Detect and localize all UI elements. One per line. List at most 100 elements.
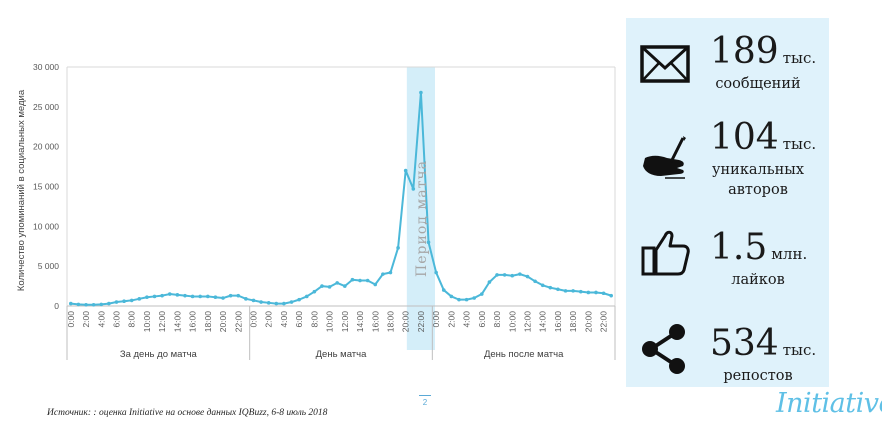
data-point (312, 289, 317, 294)
stats-panel: 189 тыс. сообщений 104 тыс. уникальных авт… (626, 18, 829, 387)
x-tick-label: 6:00 (294, 311, 304, 328)
data-point (228, 293, 233, 298)
x-tick-label: 12:00 (340, 311, 350, 333)
data-point (107, 301, 111, 306)
day-group-label: День матча (316, 349, 367, 360)
x-tick-label: 6:00 (111, 311, 121, 328)
data-point (495, 273, 499, 277)
stat-authors-number: 104 (710, 117, 779, 158)
data-point (335, 281, 339, 285)
data-point (244, 297, 248, 301)
y-tick-label: 30 000 (33, 62, 59, 72)
data-point (289, 300, 294, 304)
stat-messages-desc: сообщений (710, 74, 806, 94)
x-tick-label: 16:00 (553, 311, 563, 333)
stat-reposts-value: 534 тыс. (710, 324, 816, 364)
x-axis-day-groups: За день до матча День матча День после мат… (66, 306, 616, 360)
match-period-label: Период матча (414, 160, 430, 277)
x-tick-label: 18:00 (568, 311, 578, 333)
x-tick-label: 12:00 (522, 311, 532, 333)
data-point (396, 246, 400, 250)
share-icon (642, 324, 685, 374)
data-point (99, 302, 104, 307)
x-tick-label: 2:00 (81, 311, 91, 328)
x-tick-label: 4:00 (279, 311, 289, 328)
x-tick-label: 22:00 (416, 311, 426, 333)
x-tick-label: 20:00 (583, 311, 593, 333)
x-tick-label: 6:00 (477, 311, 487, 328)
y-tick-label: 5 000 (38, 261, 60, 271)
x-tick-label: 14:00 (172, 311, 182, 333)
x-tick-label: 0:00 (431, 311, 441, 328)
x-tick-label: 4:00 (96, 311, 106, 328)
data-point (419, 90, 423, 95)
envelope-icon (640, 45, 690, 83)
data-point (594, 290, 598, 295)
data-point (502, 273, 507, 277)
data-point (137, 297, 142, 301)
data-point (320, 284, 324, 288)
data-point (297, 297, 301, 302)
data-point (388, 270, 393, 275)
stat-messages-value: 189 тыс. (710, 32, 816, 72)
data-point (556, 287, 560, 292)
x-tick-label: 22:00 (599, 311, 609, 333)
stat-messages: 189 тыс. сообщений (626, 32, 829, 122)
data-point (175, 293, 180, 297)
x-tick-label: 18:00 (203, 311, 213, 333)
data-point (206, 294, 210, 299)
y-tick-label: 20 000 (33, 142, 59, 152)
data-point (586, 290, 591, 295)
data-point (434, 270, 438, 275)
y-tick-label: 10 000 (33, 221, 59, 231)
x-tick-label: 14:00 (538, 311, 548, 333)
stat-reposts-desc-line: репостов (723, 368, 793, 384)
data-point (601, 291, 606, 296)
x-tick-label: 22:00 (233, 311, 243, 333)
x-tick-label: 18:00 (385, 311, 395, 333)
data-point (145, 295, 149, 300)
x-tick-label: 16:00 (188, 311, 198, 333)
data-point (518, 272, 522, 276)
data-point (472, 296, 476, 300)
x-tick-label: 8:00 (492, 311, 502, 328)
mentions-line-chart: 0 5 000 10 000 15 000 20 000 25 000 30 000 Кол… (16, 62, 616, 360)
x-tick-label: 8:00 (309, 311, 319, 328)
data-point (160, 293, 164, 298)
data-point (457, 297, 461, 302)
data-point (129, 298, 134, 303)
x-tick-label: 14:00 (355, 311, 365, 333)
data-point (236, 293, 241, 298)
data-point (480, 292, 484, 296)
stat-reposts-desc: репостов (710, 366, 806, 386)
data-point (91, 303, 96, 307)
match-period-highlight (406, 67, 435, 350)
thumbs-up-icon (641, 230, 690, 276)
data-point (282, 301, 286, 306)
data-point (525, 274, 530, 279)
x-tick-label: 10:00 (325, 311, 335, 333)
data-point (152, 294, 157, 299)
data-point (198, 294, 202, 299)
data-point (365, 278, 370, 283)
stat-authors-desc-line2: авторов (728, 182, 788, 198)
stat-authors-unit: тыс. (782, 135, 817, 153)
x-tick-label: 10:00 (142, 311, 152, 333)
data-point (304, 294, 309, 299)
data-point (221, 296, 225, 300)
data-point (259, 300, 263, 304)
stat-reposts-number: 534 (710, 323, 779, 364)
y-tick-label: 0 (54, 301, 59, 311)
x-tick-label: 16:00 (370, 311, 380, 333)
stat-authors-desc: уникальных авторов (710, 160, 806, 200)
x-tick-label: 8:00 (127, 311, 137, 328)
y-tick-label: 25 000 (33, 102, 59, 112)
data-point (350, 277, 355, 282)
stat-likes-desc-line: лайков (731, 272, 785, 288)
writing-hand-icon (643, 136, 686, 179)
day-group-label: За день до матча (120, 349, 198, 360)
data-point (540, 283, 545, 288)
data-point (381, 272, 385, 276)
data-point (114, 300, 119, 304)
brand-logo: Initiative (776, 388, 882, 419)
